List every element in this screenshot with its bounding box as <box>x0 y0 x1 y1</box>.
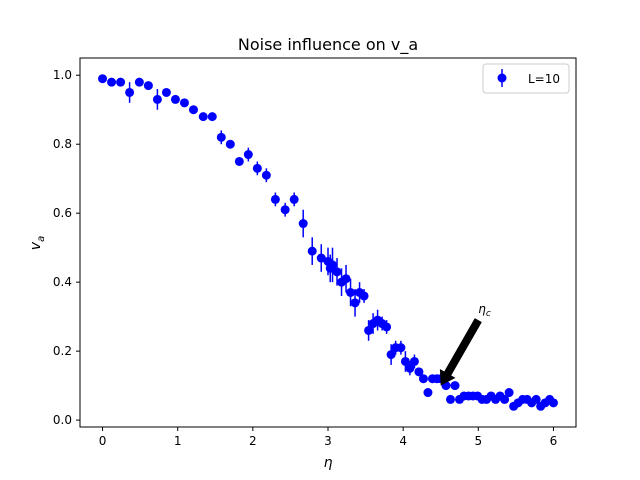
data-point <box>98 74 108 84</box>
y-axis-label-subscript: a <box>36 236 47 242</box>
annotation-layer: ηc <box>439 302 491 386</box>
data-point <box>289 194 299 204</box>
x-tick-label: 2 <box>249 434 257 448</box>
data-point <box>500 394 510 404</box>
data-point <box>107 77 117 87</box>
x-tick-label: 3 <box>324 434 332 448</box>
y-tick-label: 0.4 <box>53 275 72 289</box>
data-point <box>382 322 392 332</box>
data-point <box>328 260 338 270</box>
data-point <box>161 87 171 97</box>
data-point <box>364 325 374 335</box>
data-point <box>359 291 369 301</box>
data-point <box>170 94 180 104</box>
y-tick-label: 0.2 <box>53 344 72 358</box>
data-point <box>445 394 455 404</box>
data-point <box>504 388 514 398</box>
data-point <box>531 394 541 404</box>
data-point <box>243 150 253 160</box>
x-axis: 0 1 2 3 4 5 6 <box>99 427 558 448</box>
data-point <box>134 77 144 87</box>
data-point <box>346 288 356 298</box>
data-point <box>152 94 162 104</box>
x-tick-label: 5 <box>474 434 482 448</box>
x-tick-label: 6 <box>550 434 558 448</box>
data-point <box>252 163 262 173</box>
data-point <box>341 274 351 284</box>
data-point <box>234 156 244 166</box>
data-point <box>423 388 433 398</box>
annotation-arrow <box>439 318 482 386</box>
data-point <box>179 98 189 108</box>
annotation-label: ηc <box>478 302 491 319</box>
data-point <box>450 381 460 391</box>
data-point <box>409 356 419 366</box>
data-point <box>116 77 126 87</box>
legend: L=10 <box>482 63 570 94</box>
data-point <box>198 112 208 122</box>
x-tick-label: 0 <box>99 434 107 448</box>
data-point <box>307 246 317 256</box>
data-point <box>216 132 226 142</box>
y-axis: 0.0 0.2 0.4 0.6 0.8 1.0 <box>53 68 80 427</box>
y-tick-label: 0.0 <box>53 413 72 427</box>
data-point <box>386 350 396 360</box>
data-point <box>418 374 428 384</box>
data-point <box>188 105 198 115</box>
data-point <box>332 267 342 277</box>
y-tick-label: 1.0 <box>53 68 72 82</box>
x-axis-label: η <box>324 455 333 471</box>
data-point <box>280 205 290 215</box>
x-tick-label: 1 <box>174 434 182 448</box>
data-point <box>414 367 424 377</box>
legend-marker <box>497 73 507 83</box>
y-tick-label: 0.8 <box>53 137 72 151</box>
data-point <box>316 253 326 263</box>
data-point <box>396 343 406 353</box>
legend-label: L=10 <box>528 72 560 86</box>
annotation-label-main: η <box>478 302 486 316</box>
x-tick-label: 4 <box>399 434 407 448</box>
legend-frame <box>482 63 570 94</box>
data-layer <box>98 74 558 411</box>
chart-title: Noise influence on v_a <box>238 35 418 55</box>
data-point <box>548 398 558 408</box>
data-point <box>270 194 280 204</box>
annotation-label-subscript: c <box>486 309 491 319</box>
data-point <box>405 363 415 373</box>
data-point <box>125 87 135 97</box>
data-point <box>261 170 271 180</box>
data-point <box>298 219 308 229</box>
y-axis-label-main: v <box>28 241 44 250</box>
data-point <box>207 112 217 122</box>
data-point <box>143 81 153 91</box>
data-point <box>225 139 235 149</box>
y-axis-label: va <box>28 236 47 250</box>
y-tick-label: 0.6 <box>53 206 72 220</box>
data-point <box>400 356 410 366</box>
data-point <box>350 298 360 308</box>
